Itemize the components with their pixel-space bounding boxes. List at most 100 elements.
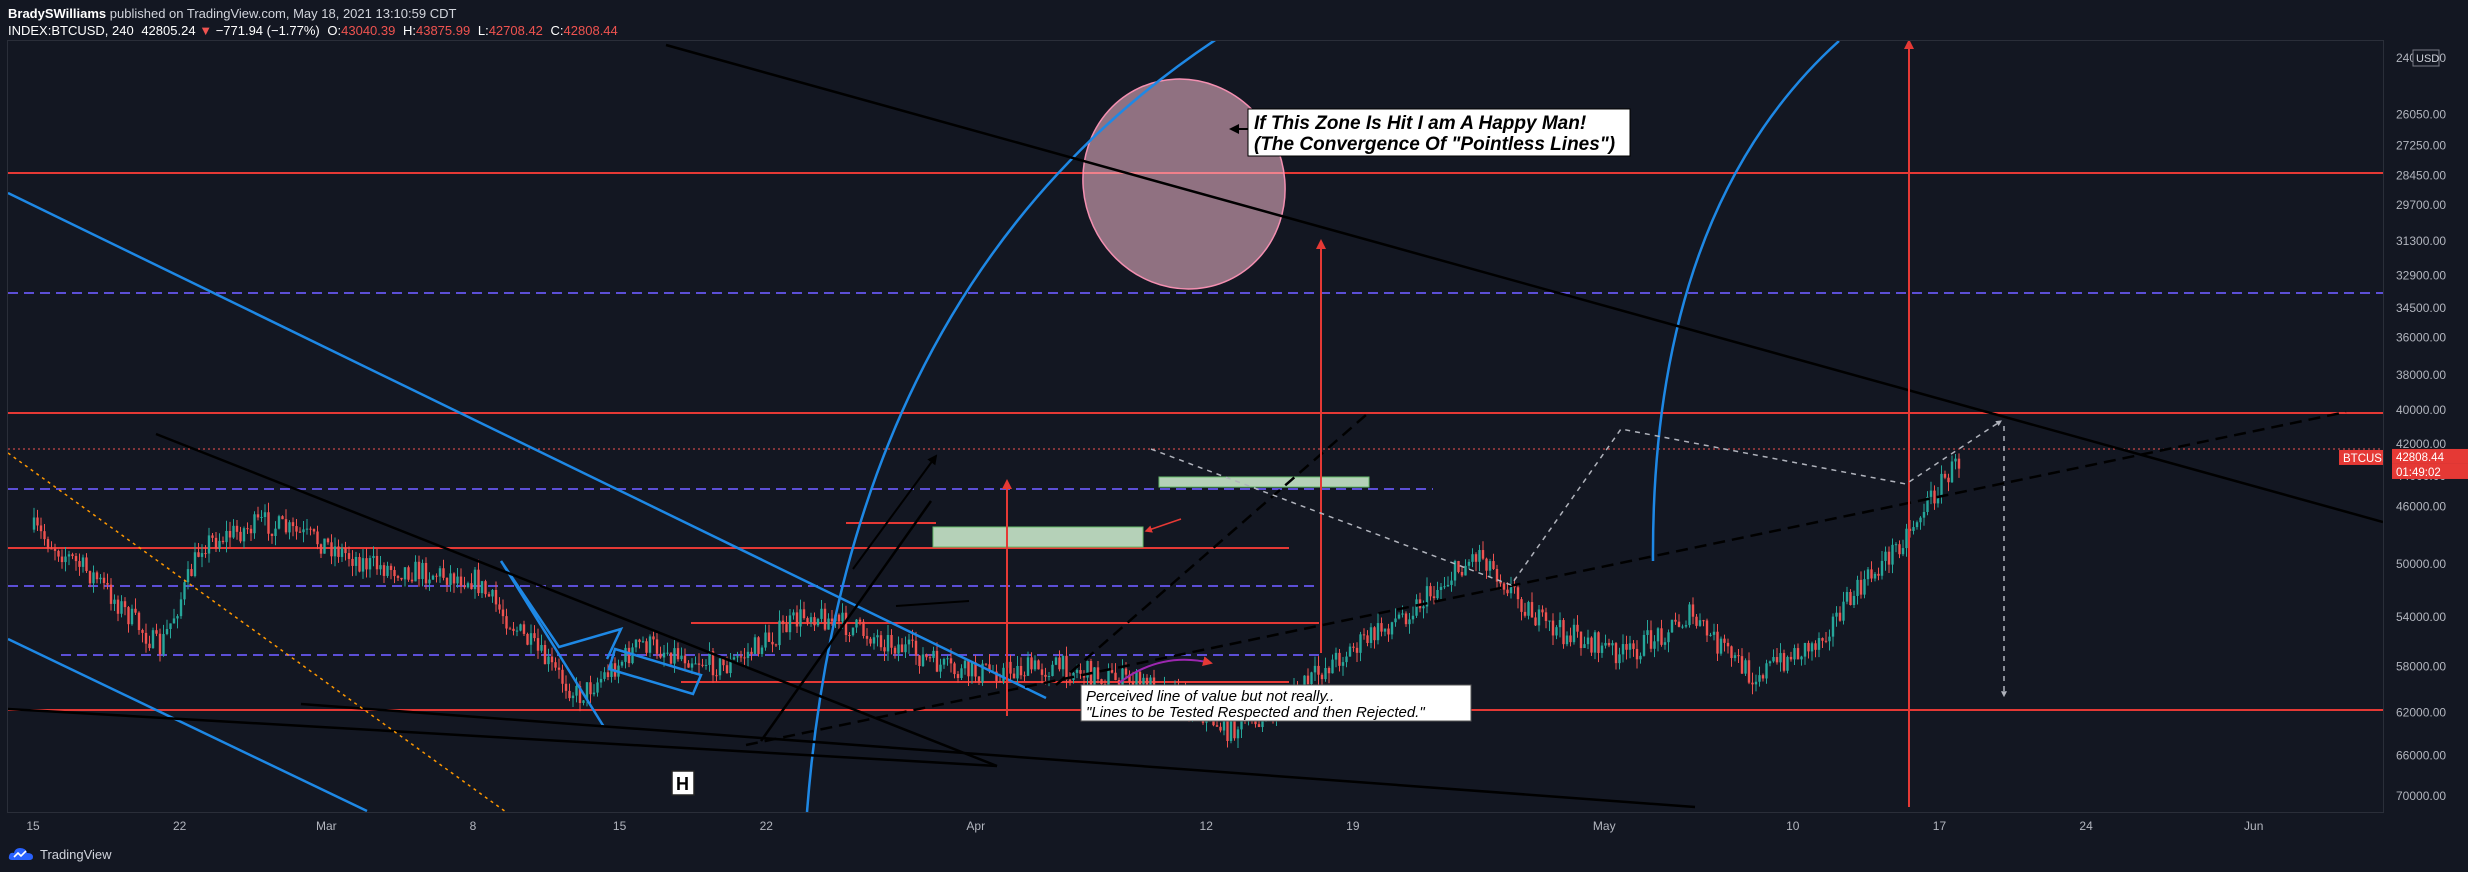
time-tick-label: Mar bbox=[316, 819, 337, 833]
high-value: 43875.99 bbox=[415, 23, 471, 38]
candle-body bbox=[1810, 643, 1814, 652]
candle-body bbox=[1502, 583, 1506, 590]
candle-body bbox=[1922, 511, 1926, 518]
candle-body bbox=[1684, 625, 1688, 627]
candle-body bbox=[151, 630, 155, 649]
candle-body bbox=[820, 608, 823, 619]
candle-body bbox=[141, 630, 144, 633]
candle-body bbox=[1642, 634, 1646, 656]
candle-body bbox=[39, 525, 43, 532]
candle-body bbox=[1733, 655, 1737, 659]
zone-callout-line1: If This Zone Is Hit I am A Happy Man! bbox=[1254, 113, 1586, 134]
symbol-label[interactable]: INDEX:BTCUSD, 240 bbox=[8, 23, 134, 38]
candle-body bbox=[645, 641, 648, 653]
candle-body bbox=[806, 618, 809, 623]
candle-body bbox=[687, 663, 690, 668]
price-tick-label: 46000.00 bbox=[2396, 500, 2446, 514]
candle-body bbox=[648, 636, 652, 653]
price-candles bbox=[32, 453, 1961, 748]
candle-body bbox=[1614, 643, 1618, 664]
candle-body bbox=[1817, 638, 1821, 650]
candle-body bbox=[1236, 729, 1240, 739]
price-tick-label: 29700.00 bbox=[2396, 198, 2446, 212]
h-marker[interactable]: H bbox=[671, 770, 695, 796]
candle-body bbox=[802, 609, 806, 619]
candle-body bbox=[1387, 628, 1390, 635]
candle-body bbox=[1408, 619, 1411, 625]
convergence-zone[interactable] bbox=[1049, 46, 1320, 323]
candle-body bbox=[1856, 579, 1859, 596]
candle-body bbox=[1523, 611, 1527, 616]
price-tick-label: 28450.00 bbox=[2396, 168, 2446, 182]
candle-body bbox=[218, 540, 221, 549]
time-tick-label: 22 bbox=[760, 819, 774, 833]
candle-body bbox=[319, 544, 323, 554]
candle-body bbox=[1509, 585, 1513, 594]
candle-body bbox=[1726, 642, 1730, 647]
candle-body bbox=[1670, 619, 1674, 633]
candle-body bbox=[1219, 726, 1222, 731]
candle-body bbox=[1376, 623, 1380, 641]
time-tick-label: 17 bbox=[1933, 819, 1947, 833]
candle-body bbox=[652, 636, 655, 640]
candle-body bbox=[1460, 571, 1464, 576]
candle-body bbox=[585, 682, 589, 701]
candle-body bbox=[1432, 596, 1436, 599]
price-axis[interactable]: 24000.0026050.0027250.0028450.0029700.00… bbox=[2383, 40, 2468, 811]
time-tick-label: 15 bbox=[26, 819, 40, 833]
candle-body bbox=[736, 656, 739, 658]
candle-body bbox=[750, 651, 753, 655]
candle-body bbox=[249, 528, 253, 534]
candle-body bbox=[400, 577, 403, 580]
candle-body bbox=[690, 663, 694, 668]
candle-body bbox=[918, 655, 921, 667]
candle-body bbox=[1506, 589, 1509, 594]
zone-callout-line2: (The Convergence Of "Pointless Lines") bbox=[1254, 134, 1615, 155]
candle-body bbox=[60, 556, 64, 563]
candle-body bbox=[368, 558, 372, 570]
candle-body bbox=[1901, 548, 1905, 555]
chart-plot-area[interactable]: If This Zone Is Hit I am A Happy Man! (T… bbox=[7, 0, 2390, 813]
price-tick-label: 42000.00 bbox=[2396, 437, 2446, 451]
candle-body bbox=[260, 516, 263, 518]
candle-body bbox=[960, 668, 963, 678]
time-tick-label: 24 bbox=[2079, 819, 2093, 833]
candle-body bbox=[1782, 653, 1786, 671]
h-marker-label: H bbox=[676, 774, 689, 794]
candle-body bbox=[442, 568, 445, 578]
candle-body bbox=[221, 540, 225, 543]
chart-canvas[interactable]: If This Zone Is Hit I am A Happy Man! (T… bbox=[7, 0, 2390, 813]
candle-body bbox=[1835, 612, 1838, 617]
candle-body bbox=[575, 685, 578, 696]
candle-body bbox=[1593, 632, 1597, 653]
candle-body bbox=[596, 682, 599, 693]
currency-tag[interactable] bbox=[2412, 49, 2440, 67]
candle-body bbox=[1229, 717, 1233, 742]
candle-body bbox=[1488, 561, 1492, 571]
candle-body bbox=[32, 517, 36, 530]
candle-body bbox=[1572, 624, 1576, 643]
candle-body bbox=[701, 664, 704, 666]
candle-body bbox=[1838, 612, 1842, 621]
candle-body bbox=[1723, 638, 1726, 643]
tradingview-brand[interactable]: TradingView bbox=[8, 846, 112, 862]
candle-body bbox=[1656, 628, 1660, 642]
candle-body bbox=[344, 547, 347, 554]
author-name[interactable]: BradySWilliams bbox=[8, 6, 107, 21]
time-axis[interactable]: 1522Mar81522Apr1219May101724Jun1421Jul12… bbox=[7, 812, 2382, 838]
candle-body bbox=[872, 637, 876, 644]
demand-box-2[interactable] bbox=[1158, 476, 1370, 488]
candle-body bbox=[1583, 644, 1586, 649]
candle-body bbox=[1397, 614, 1401, 619]
value-callout[interactable]: Perceived line of value but not really..… bbox=[1080, 684, 1472, 722]
candle-body bbox=[452, 573, 456, 584]
candle-body bbox=[533, 633, 536, 639]
candle-body bbox=[935, 650, 939, 672]
candle-body bbox=[256, 514, 260, 518]
zone-callout[interactable]: If This Zone Is Hit I am A Happy Man! (T… bbox=[1247, 108, 1631, 157]
candle-body bbox=[851, 627, 855, 636]
demand-box-1[interactable] bbox=[932, 526, 1144, 548]
candle-body bbox=[564, 683, 568, 691]
candle-body bbox=[582, 700, 585, 703]
candle-body bbox=[1471, 554, 1474, 562]
